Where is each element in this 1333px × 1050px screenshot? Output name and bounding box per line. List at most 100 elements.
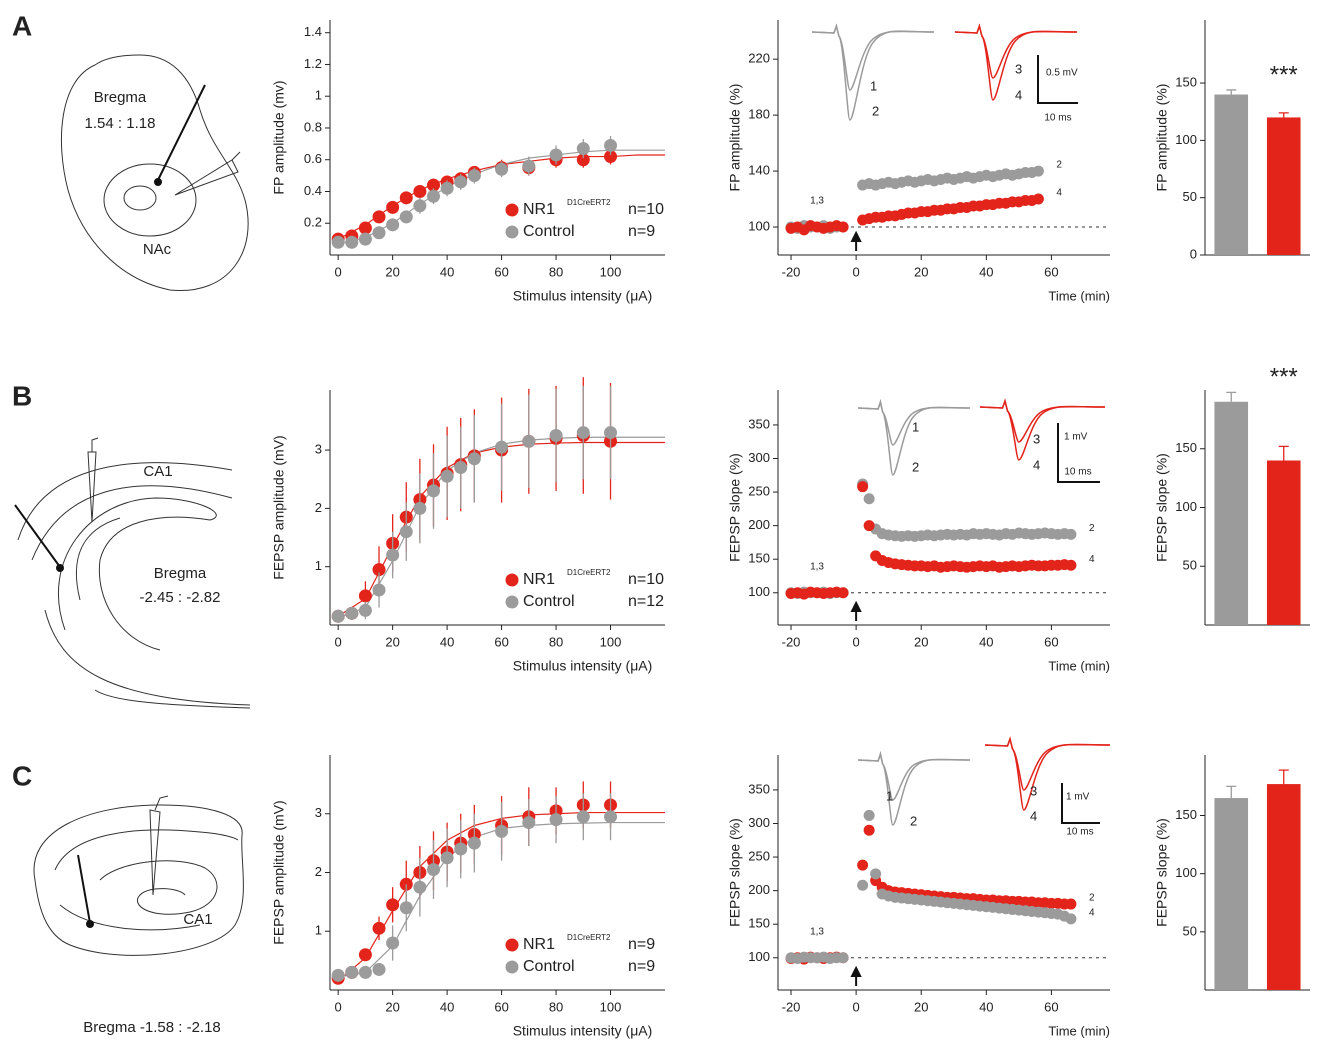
y-tick-label: 100 xyxy=(748,949,770,964)
point xyxy=(454,842,468,856)
point xyxy=(426,863,440,877)
chart: 50 100 150 FEPSP slope (%) xyxy=(1154,755,1310,991)
x-tick-label: 20 xyxy=(385,999,399,1014)
y-tick-label: 200 xyxy=(748,882,770,897)
point xyxy=(576,142,590,156)
diagram-label: CA1 xyxy=(183,911,212,928)
point xyxy=(495,162,509,176)
x-tick-label: 20 xyxy=(914,264,928,279)
point xyxy=(549,813,563,827)
point xyxy=(857,859,869,871)
legend-marker xyxy=(505,960,519,974)
x-tick-label: 20 xyxy=(385,634,399,649)
point xyxy=(358,589,372,603)
trace-label: 1 xyxy=(886,788,893,803)
scale-bar-label: 10 ms xyxy=(1066,827,1093,838)
trace-label: 3 xyxy=(1033,431,1040,446)
chart: 100 150 200 250 300 350 -20 0 20 40 60 FEPSP slope … xyxy=(727,736,1111,1038)
legend-marker xyxy=(505,573,519,587)
legend-marker xyxy=(505,225,519,239)
x-tick-label: 0 xyxy=(335,634,342,649)
x-tick-label: -20 xyxy=(782,634,801,649)
point xyxy=(863,520,875,532)
sample-trace xyxy=(811,23,935,121)
point xyxy=(576,426,590,440)
scale-bar xyxy=(1037,55,1078,104)
point xyxy=(467,452,481,466)
x-tick-label: -20 xyxy=(782,264,801,279)
legend-label: NR1 xyxy=(523,936,555,953)
point xyxy=(863,809,875,821)
point xyxy=(1032,165,1044,177)
point xyxy=(857,481,869,493)
point xyxy=(1065,913,1077,925)
legend-superscript: D1CreERT2 xyxy=(567,933,611,942)
legend-n: n=9 xyxy=(628,936,655,953)
x-axis-label: Time (min) xyxy=(1048,1023,1110,1038)
sample-trace xyxy=(857,751,971,826)
point xyxy=(522,159,536,173)
y-tick-label: 100 xyxy=(748,584,770,599)
x-tick-label: 40 xyxy=(440,264,454,279)
point xyxy=(372,962,386,976)
point xyxy=(495,440,509,454)
point xyxy=(426,178,440,192)
point xyxy=(413,199,427,213)
diagram-label: Bregma xyxy=(154,565,207,582)
y-tick-label: 150 xyxy=(1175,74,1197,89)
x-tick-label: 0 xyxy=(853,999,860,1014)
point xyxy=(837,952,849,964)
point xyxy=(399,901,413,915)
baseline-label: 1,3 xyxy=(810,196,824,207)
point xyxy=(358,603,372,617)
panel-letter: A xyxy=(12,10,32,41)
y-tick-label: 140 xyxy=(748,163,770,178)
trace-label: 3 xyxy=(1015,61,1022,76)
point xyxy=(358,221,372,235)
y-tick-label: 150 xyxy=(748,551,770,566)
point xyxy=(863,493,875,505)
legend-n: n=9 xyxy=(628,223,655,240)
y-tick-label: 150 xyxy=(1175,440,1197,455)
x-tick-label: 40 xyxy=(440,999,454,1014)
y-tick-label: 1 xyxy=(315,923,322,938)
bar xyxy=(1266,117,1301,255)
y-tick-label: 0.6 xyxy=(304,151,322,166)
chart: 1 2 3 0 20 40 60 80 100 FEPSP amplitude (mV) Stimu… xyxy=(271,377,665,674)
y-tick-label: 50 xyxy=(1183,558,1197,573)
x-tick-label: 0 xyxy=(853,634,860,649)
point xyxy=(331,235,345,249)
point xyxy=(372,921,386,935)
trace-label: 2 xyxy=(910,813,917,828)
point xyxy=(386,898,400,912)
point xyxy=(426,484,440,498)
y-tick-label: 0 xyxy=(1190,246,1197,261)
legend-n: n=10 xyxy=(628,571,664,588)
error-bar xyxy=(1278,445,1289,461)
y-tick-label: 50 xyxy=(1183,923,1197,938)
y-tick-label: 2 xyxy=(315,500,322,515)
chart: 100 140 180 220 -20 0 20 40 60 FP amplitude (%) Ti… xyxy=(727,20,1110,303)
point xyxy=(358,948,372,962)
error-bar xyxy=(1278,112,1289,118)
significance: *** xyxy=(1270,61,1298,88)
end-label: 4 xyxy=(1089,907,1095,918)
point xyxy=(495,824,509,838)
panel-letter: C xyxy=(12,760,32,791)
chart: 50 100 150 FEPSP slope (%) *** xyxy=(1154,364,1310,626)
point xyxy=(386,200,400,214)
point xyxy=(426,189,440,203)
point xyxy=(345,606,359,620)
error-bar xyxy=(1226,785,1237,799)
point xyxy=(372,210,386,224)
point xyxy=(345,965,359,979)
diagram-label: Bregma xyxy=(94,89,147,106)
trace-label: 2 xyxy=(872,103,879,118)
x-tick-label: 100 xyxy=(600,264,622,279)
legend-marker xyxy=(505,203,519,217)
x-tick-label: 60 xyxy=(494,999,508,1014)
sample-trace xyxy=(979,398,1106,461)
error-bar xyxy=(1278,769,1289,785)
trace-label: 1 xyxy=(870,78,877,93)
point xyxy=(604,150,618,164)
